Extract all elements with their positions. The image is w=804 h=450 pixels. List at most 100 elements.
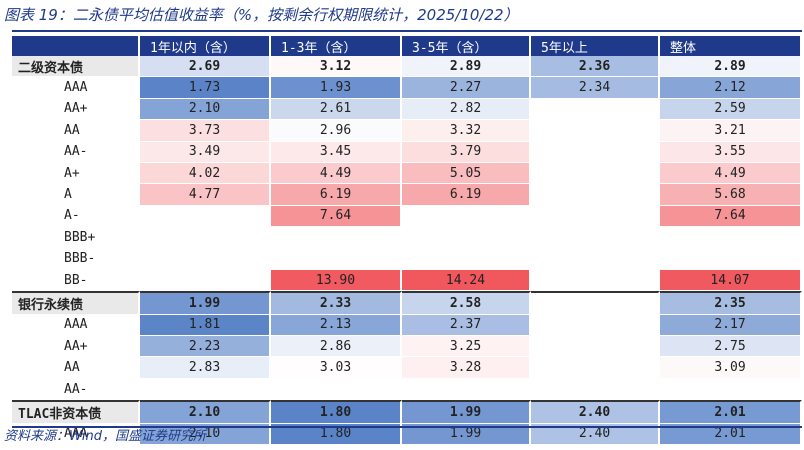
yield-cell (271, 227, 402, 249)
bottom-rule (12, 426, 802, 428)
column-header: 5年以上 (531, 36, 660, 56)
rating-row: AA 3.73 2.96 3.32 3.21 (12, 120, 802, 142)
group-label: 银行永续债 (12, 291, 140, 315)
rating-label: AA- (12, 141, 140, 163)
yield-table: 1年以内（含） 1-3年（含） 3-5年（含） 5年以上 整体 二级资本债 2.69 3.1… (12, 36, 802, 446)
yield-cell: 2.01 (660, 423, 802, 446)
yield-cell: 3.79 (402, 141, 531, 163)
rating-label: AA+ (12, 336, 140, 358)
column-header: 3-5年（含） (402, 36, 531, 56)
rating-label: BBB- (12, 248, 140, 270)
yield-cell (531, 336, 660, 358)
rating-row: AA- (12, 378, 802, 401)
yield-cell: 2.89 (402, 56, 531, 78)
rating-label: A- (12, 205, 140, 228)
rating-label: AAA (12, 77, 140, 99)
yield-cell: 4.49 (271, 162, 402, 185)
yield-cell: 1.80 (271, 400, 402, 424)
yield-cell (140, 378, 271, 401)
rating-label: AA (12, 357, 140, 379)
yield-cell: 2.75 (660, 336, 802, 358)
group-label: TLAC非资本债 (12, 400, 140, 424)
yield-cell: 2.61 (271, 98, 402, 121)
rating-row: BBB+ (12, 227, 802, 249)
yield-cell (271, 378, 402, 401)
yield-cell (140, 227, 271, 249)
yield-cell: 1.99 (140, 291, 271, 315)
yield-cell: 4.49 (660, 162, 802, 185)
yield-cell (140, 205, 271, 228)
yield-cell (531, 162, 660, 185)
yield-cell: 2.59 (660, 98, 802, 121)
yield-cell (140, 248, 271, 270)
yield-cell: 2.83 (140, 357, 271, 379)
yield-cell: 3.32 (402, 120, 531, 142)
yield-cell: 3.73 (140, 120, 271, 142)
yield-cell: 13.90 (271, 269, 402, 292)
yield-cell: 4.02 (140, 162, 271, 185)
yield-cell (531, 227, 660, 249)
yield-cell: 2.23 (140, 336, 271, 358)
source-note: 资料来源：Wind，国盛证券研究所 (4, 429, 206, 444)
group-label: 二级资本债 (12, 56, 140, 78)
yield-cell: 2.40 (531, 423, 660, 446)
rating-label: AAA (12, 423, 140, 446)
yield-cell (660, 378, 802, 401)
rating-row: A+ 4.02 4.49 5.05 4.49 (12, 162, 802, 185)
yield-cell: 3.45 (271, 141, 402, 163)
yield-cell: 3.03 (271, 357, 402, 379)
group-row: TLAC非资本债 2.10 1.80 1.99 2.40 2.01 (12, 400, 802, 424)
yield-cell: 2.17 (660, 314, 802, 337)
yield-cell: 14.24 (402, 269, 531, 292)
chart-title: 图表 19：二永债平均估值收益率（%，按剩余行权期限统计，2025/10/22） (4, 6, 519, 24)
yield-cell (660, 248, 802, 270)
yield-cell (531, 291, 660, 315)
yield-cell: 14.07 (660, 269, 802, 292)
yield-cell (660, 227, 802, 249)
rating-label: AA (12, 120, 140, 142)
yield-cell: 5.68 (660, 184, 802, 206)
yield-cell (531, 98, 660, 121)
yield-cell: 3.25 (402, 336, 531, 358)
yield-cell: 2.01 (660, 400, 802, 424)
yield-cell: 2.33 (271, 291, 402, 315)
rating-row: AAA 2.10 1.80 1.99 2.40 2.01 (12, 423, 802, 446)
yield-cell: 2.40 (531, 400, 660, 424)
header-corner (12, 36, 140, 56)
yield-cell: 2.10 (140, 423, 271, 446)
rating-row: AA- 3.49 3.45 3.79 3.55 (12, 141, 802, 163)
yield-cell: 3.21 (660, 120, 802, 142)
yield-cell (402, 378, 531, 401)
yield-cell: 5.05 (402, 162, 531, 185)
rating-row: AA+ 2.23 2.86 3.25 2.75 (12, 336, 802, 358)
rating-label: A+ (12, 162, 140, 185)
yield-cell: 2.27 (402, 77, 531, 99)
rating-row: AA+ 2.10 2.61 2.82 2.59 (12, 98, 802, 121)
yield-cell: 2.89 (660, 56, 802, 78)
yield-cell (402, 248, 531, 270)
yield-cell: 2.86 (271, 336, 402, 358)
yield-cell: 2.10 (140, 400, 271, 424)
yield-cell: 1.99 (402, 423, 531, 446)
yield-cell (402, 205, 531, 228)
rating-row: BB- 13.90 14.24 14.07 (12, 269, 802, 292)
yield-cell: 2.35 (660, 291, 802, 315)
yield-cell: 1.80 (271, 423, 402, 446)
yield-cell: 2.69 (140, 56, 271, 78)
rating-row: AAA 1.81 2.13 2.37 2.17 (12, 314, 802, 337)
column-header: 整体 (660, 36, 802, 56)
rating-row: A- 7.64 7.64 (12, 205, 802, 228)
yield-cell: 2.34 (531, 77, 660, 99)
yield-cell: 3.49 (140, 141, 271, 163)
rating-label: A (12, 184, 140, 206)
yield-cell: 2.96 (271, 120, 402, 142)
yield-cell: 1.99 (402, 400, 531, 424)
yield-cell (531, 141, 660, 163)
yield-cell: 2.36 (531, 56, 660, 78)
yield-cell (271, 248, 402, 270)
rating-row: AA 2.83 3.03 3.28 3.09 (12, 357, 802, 379)
header-row: 1年以内（含） 1-3年（含） 3-5年（含） 5年以上 整体 (12, 36, 802, 56)
yield-cell: 2.82 (402, 98, 531, 121)
yield-cell (531, 269, 660, 292)
yield-cell: 1.73 (140, 77, 271, 99)
